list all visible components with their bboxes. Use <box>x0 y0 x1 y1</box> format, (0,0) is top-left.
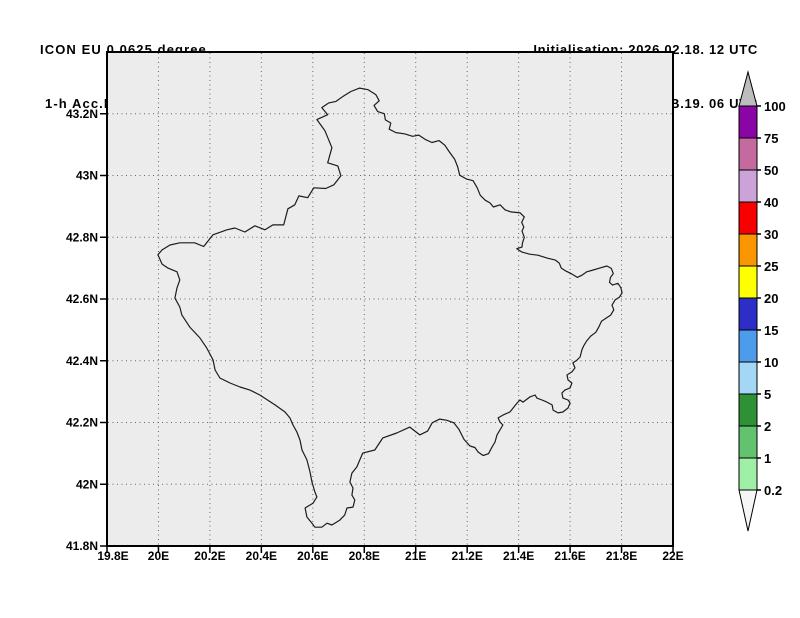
x-axis-tick-label: 20.2E <box>194 549 225 563</box>
colorbar-level-label: 2 <box>764 419 771 434</box>
x-axis-tick-label: 20.4E <box>246 549 277 563</box>
y-axis-tick-label: 42.6N <box>66 292 98 306</box>
colorbar-segment <box>738 297 758 331</box>
colorbar-segment <box>738 169 758 203</box>
colorbar-segment <box>738 425 758 459</box>
colorbar-level-label: 10 <box>764 355 778 370</box>
colorbar-level-label: 0.2 <box>764 483 782 498</box>
colorbar-level-label: 100 <box>764 99 786 114</box>
y-axis-tick-label: 42.8N <box>66 230 98 244</box>
x-axis-tick-label: 21E <box>405 549 426 563</box>
x-axis-tick-label: 22E <box>662 549 683 563</box>
x-axis-tick-label: 19.8E <box>97 549 128 563</box>
colorbar-level-label: 50 <box>764 163 778 178</box>
y-axis-tick-label: 41.8N <box>66 539 98 553</box>
colorbar-segment <box>738 105 758 139</box>
colorbar: 100 75 50 40 30 25 20 15 10 5 2 1 0.2 <box>738 70 786 532</box>
colorbar-segment <box>738 201 758 235</box>
country-outline <box>157 87 623 528</box>
colorbar-level-label: 5 <box>764 387 771 402</box>
colorbar-segment <box>738 457 758 491</box>
colorbar-level-label: 30 <box>764 227 778 242</box>
colorbar-segment <box>738 265 758 299</box>
x-axis-tick-label: 20E <box>148 549 169 563</box>
y-axis-tick-label: 43N <box>76 169 98 183</box>
map-plot-frame <box>106 51 674 547</box>
country-border-layer <box>157 87 623 528</box>
axis-label-layer: 19.8E 20E 20.2E 20.4E 20.6E 20.8E 21E 21.2E 21.4… <box>66 107 684 563</box>
x-axis-tick-label: 21.2E <box>452 549 483 563</box>
colorbar-segment <box>738 233 758 267</box>
colorbar-level-label: 75 <box>764 131 778 146</box>
colorbar-level-label: 15 <box>764 323 778 338</box>
x-axis-tick-label: 21.4E <box>503 549 534 563</box>
colorbar-segment <box>738 329 758 363</box>
y-axis-tick-label: 42.2N <box>66 416 98 430</box>
colorbar-level-label: 25 <box>764 259 778 274</box>
x-axis-tick-label: 21.6E <box>554 549 585 563</box>
colorbar-arrow-bottom <box>738 489 758 532</box>
colorbar-level-label: 20 <box>764 291 778 306</box>
map-plot-background <box>107 52 673 546</box>
x-axis-tick-label: 20.6E <box>297 549 328 563</box>
x-axis-tick-label: 20.8E <box>349 549 380 563</box>
colorbar-segment <box>738 393 758 427</box>
colorbar-segment <box>738 361 758 395</box>
colorbar-level-label: 40 <box>764 195 778 210</box>
colorbar-level-label: 1 <box>764 451 771 466</box>
y-axis-tick-label: 43.2N <box>66 107 98 121</box>
colorbar-segment <box>738 137 758 171</box>
colorbar-arrow-top <box>738 70 758 107</box>
y-axis-tick-label: 42.4N <box>66 354 98 368</box>
x-axis-tick-label: 21.8E <box>606 549 637 563</box>
grid-layer <box>108 53 672 545</box>
y-axis-tick-label: 42N <box>76 477 98 491</box>
axis-tick-layer <box>100 113 674 553</box>
